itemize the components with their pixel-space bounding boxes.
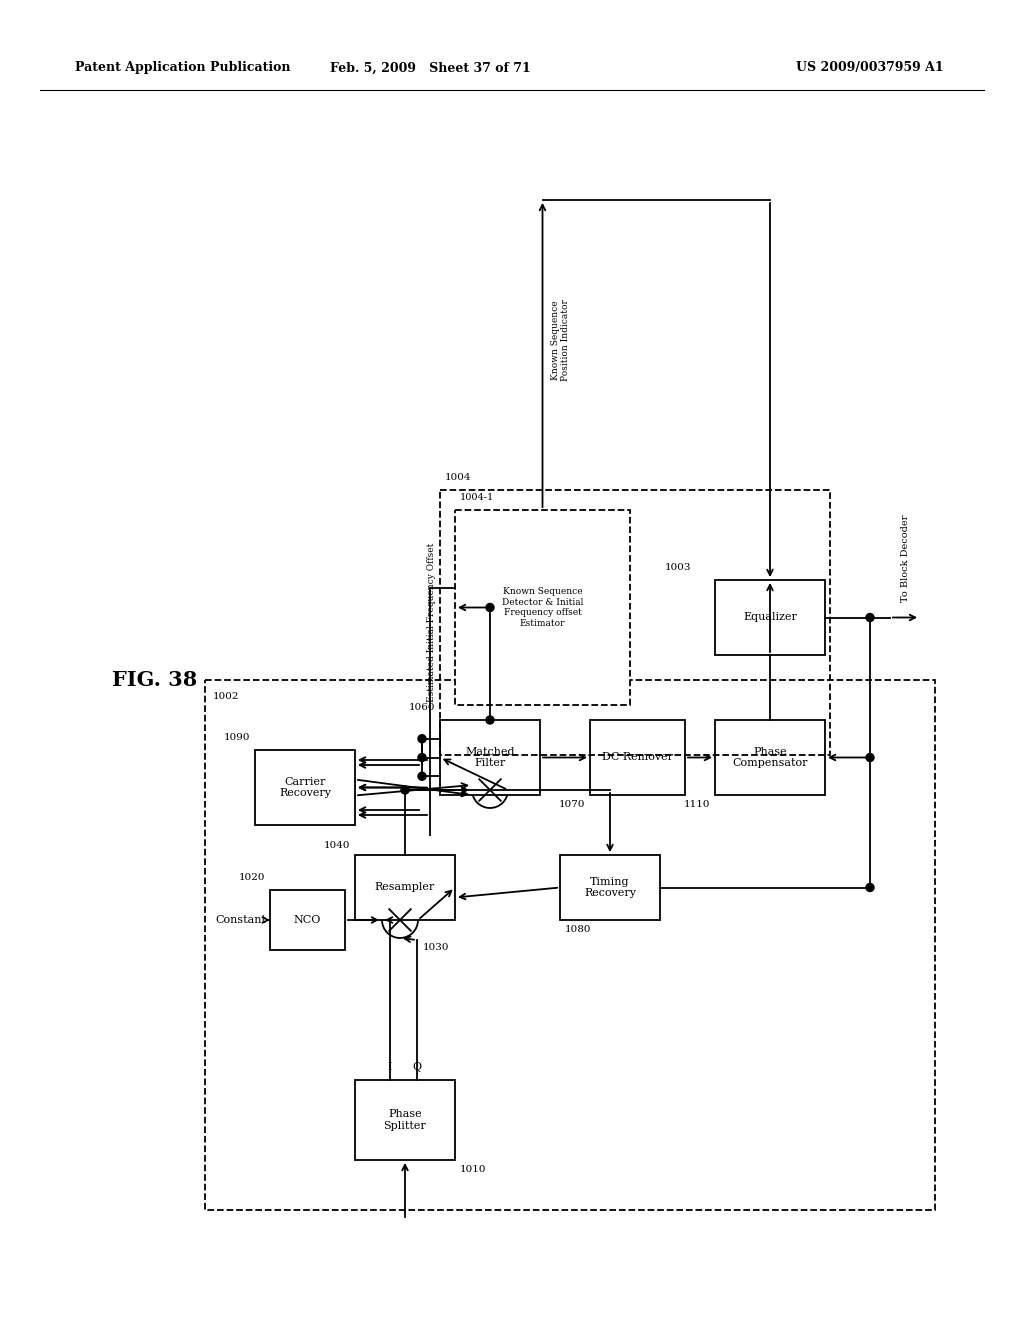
Circle shape — [382, 902, 418, 939]
Text: 1003: 1003 — [665, 564, 691, 572]
Text: Estimated Initial Frequency Offset: Estimated Initial Frequency Offset — [427, 543, 436, 702]
Circle shape — [866, 754, 874, 762]
Bar — [255, 750, 355, 825]
Bar — [205, 680, 935, 1210]
Text: 1030: 1030 — [423, 942, 450, 952]
Text: Matched
Filter: Matched Filter — [465, 747, 515, 768]
Circle shape — [401, 785, 409, 795]
Text: 1070: 1070 — [558, 800, 585, 809]
Text: 1060: 1060 — [409, 704, 435, 711]
Bar — [440, 490, 830, 755]
Circle shape — [866, 883, 874, 891]
Bar — [455, 510, 630, 705]
Text: 1040: 1040 — [324, 841, 350, 850]
Text: 1090: 1090 — [223, 733, 250, 742]
Text: Constant: Constant — [215, 915, 266, 925]
Text: I: I — [388, 1063, 392, 1072]
Text: 1004-1: 1004-1 — [460, 492, 495, 502]
Text: 1010: 1010 — [460, 1166, 486, 1173]
Text: 1004: 1004 — [445, 473, 471, 482]
Text: Phase
Compensator: Phase Compensator — [732, 747, 808, 768]
Text: 1050: 1050 — [513, 758, 540, 767]
Bar — [270, 890, 345, 950]
Bar — [440, 719, 540, 795]
Text: Carrier
Recovery: Carrier Recovery — [279, 776, 331, 799]
Circle shape — [472, 772, 508, 808]
Text: Known Sequence
Position Indicator: Known Sequence Position Indicator — [551, 300, 570, 381]
Text: Known Sequence
Detector & Initial
Frequency offset
Estimator: Known Sequence Detector & Initial Freque… — [502, 587, 584, 627]
Text: Q: Q — [413, 1063, 422, 1072]
Circle shape — [866, 614, 874, 622]
Bar — [560, 855, 660, 920]
Text: Patent Application Publication: Patent Application Publication — [75, 62, 291, 74]
Text: NCO: NCO — [294, 915, 322, 925]
Circle shape — [486, 603, 494, 611]
Text: 1002: 1002 — [213, 692, 240, 701]
Bar — [715, 719, 825, 795]
Text: Timing
Recovery: Timing Recovery — [584, 876, 636, 899]
Text: US 2009/0037959 A1: US 2009/0037959 A1 — [797, 62, 944, 74]
Text: To Block Decoder: To Block Decoder — [900, 515, 909, 602]
Text: Phase
Splitter: Phase Splitter — [384, 1109, 426, 1131]
Text: Resampler: Resampler — [375, 883, 435, 892]
Text: Equalizer: Equalizer — [743, 612, 797, 623]
Circle shape — [486, 715, 494, 723]
Text: Feb. 5, 2009   Sheet 37 of 71: Feb. 5, 2009 Sheet 37 of 71 — [330, 62, 530, 74]
Bar — [355, 1080, 455, 1160]
Text: 1110: 1110 — [683, 800, 710, 809]
Bar — [590, 719, 685, 795]
Text: FIG. 38: FIG. 38 — [113, 671, 198, 690]
Circle shape — [418, 772, 426, 780]
Circle shape — [418, 754, 426, 762]
Text: DC Remover: DC Remover — [602, 752, 673, 763]
Bar — [355, 855, 455, 920]
Circle shape — [418, 735, 426, 743]
Text: 1080: 1080 — [565, 925, 592, 935]
Text: 1020: 1020 — [239, 873, 265, 882]
Bar — [715, 579, 825, 655]
